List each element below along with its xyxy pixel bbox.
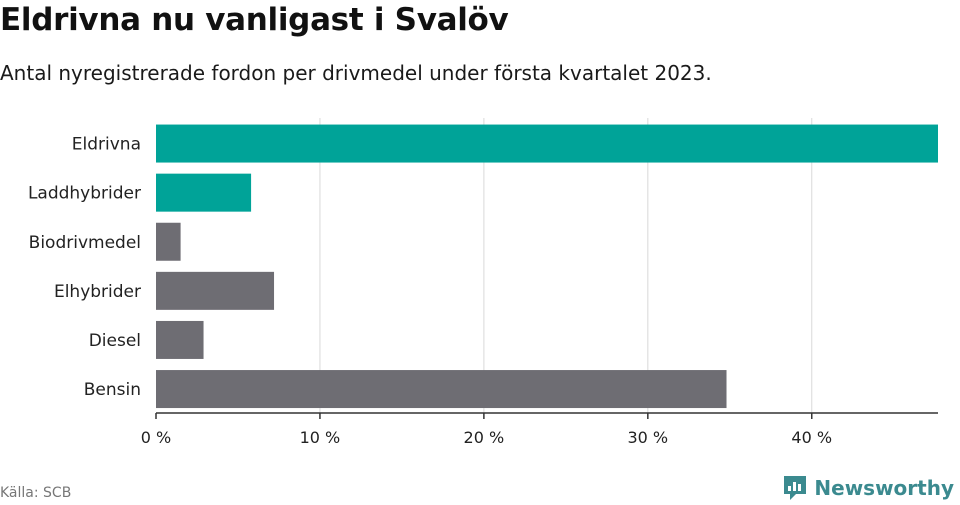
- x-tick-label: 20 %: [464, 428, 505, 447]
- category-label: Laddhybrider: [28, 184, 141, 204]
- bar: [156, 173, 252, 212]
- x-tick-label: 0 %: [141, 428, 171, 447]
- chart-title: Eldrivna nu vanligast i Svalöv: [0, 2, 509, 38]
- brand-logo[interactable]: Newsworthy: [782, 474, 954, 502]
- brand-name: Newsworthy: [814, 476, 954, 500]
- bar: [156, 370, 727, 409]
- bar: [156, 222, 181, 261]
- source-label: Källa: SCB: [0, 485, 72, 501]
- bar: [156, 271, 275, 310]
- category-label: Biodrivmedel: [29, 233, 141, 253]
- x-tick-label: 30 %: [627, 428, 668, 447]
- newsworthy-logo-icon: [784, 476, 807, 500]
- bar: [156, 124, 938, 163]
- category-label: Diesel: [89, 331, 141, 351]
- bar: [156, 320, 204, 359]
- x-tick-label: 40 %: [791, 428, 832, 447]
- category-label: Eldrivna: [72, 135, 141, 155]
- category-label: Bensin: [84, 380, 141, 400]
- category-label: Elhybrider: [54, 282, 141, 302]
- bar-chart: Eldrivna Laddhybrider Biodrivmedel Elhybrid…: [28, 118, 938, 447]
- x-tick-label: 10 %: [300, 428, 341, 447]
- chart-subtitle: Antal nyregistrerade fordon per drivmede…: [0, 61, 712, 85]
